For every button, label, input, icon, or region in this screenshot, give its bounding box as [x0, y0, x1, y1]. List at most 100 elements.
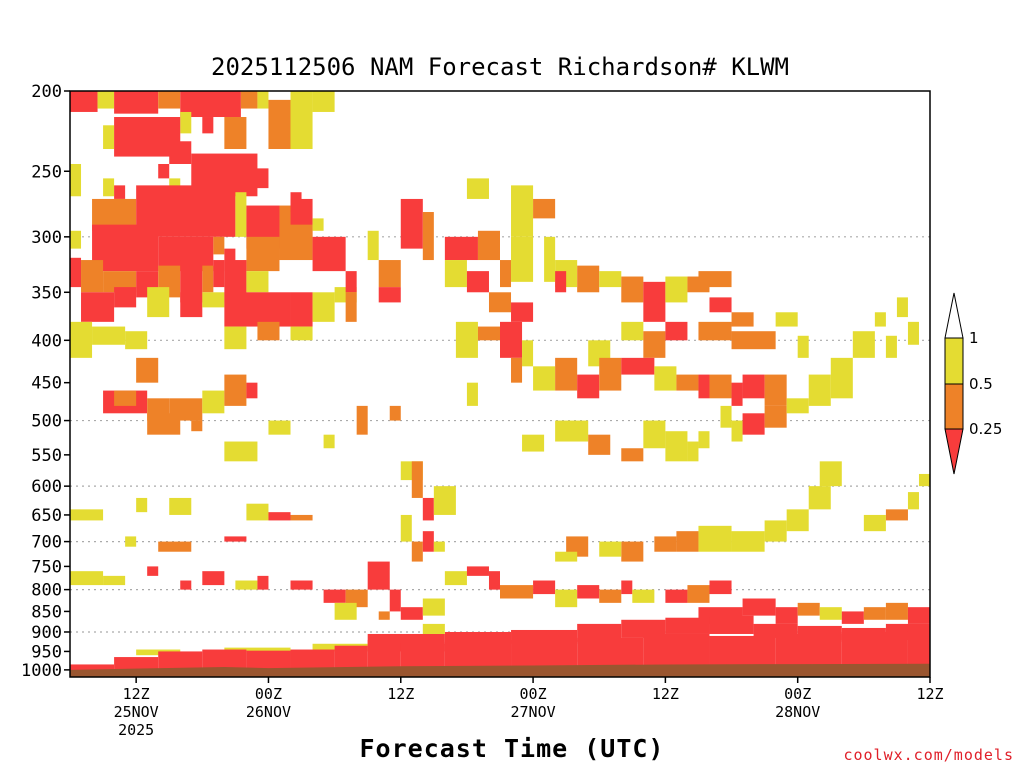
site-credit: coolwx.com/models	[843, 746, 1014, 764]
ri-cell	[907, 321, 919, 345]
ri-cell	[698, 525, 732, 552]
ri-cell	[863, 607, 886, 620]
ri-cell	[268, 420, 291, 435]
ri-cell	[555, 589, 578, 608]
ri-cell	[290, 326, 313, 341]
ri-cell	[643, 331, 666, 358]
legend-tip-top	[944, 292, 964, 339]
ri-cell	[731, 382, 743, 406]
x-tick-label: 28NOV	[775, 703, 820, 721]
x-tick-label: 26NOV	[246, 703, 291, 721]
y-tick-label-200: 200	[31, 82, 62, 102]
ri-cell	[389, 405, 401, 421]
x-tick-label: 00Z	[784, 685, 811, 703]
ri-cell	[852, 331, 875, 358]
ri-cell	[279, 224, 313, 261]
ri-cell	[290, 292, 313, 327]
ri-cell	[775, 312, 798, 327]
y-tick-label-500: 500	[31, 412, 62, 432]
ri-cell	[147, 413, 181, 435]
ri-cell	[114, 91, 159, 114]
ri-cell	[158, 91, 181, 109]
ri-cell	[136, 497, 148, 513]
y-tick-label-1000: 1000	[21, 661, 62, 681]
ri-cell	[444, 571, 467, 586]
ri-cell	[731, 531, 765, 552]
y-tick-label-400: 400	[31, 331, 62, 351]
ri-cell	[698, 271, 732, 288]
ri-cell	[202, 571, 225, 586]
ri-cell	[488, 292, 512, 313]
ri-cell	[97, 91, 115, 109]
x-axis-label: Forecast Time (UTC)	[360, 734, 665, 763]
ri-cell	[202, 265, 214, 293]
ri-cell	[621, 580, 633, 595]
x-tick-label: 00Z	[520, 685, 547, 703]
ri-cell	[952, 607, 974, 624]
ri-cell	[885, 335, 897, 358]
ri-cell	[103, 125, 115, 150]
ri-cell	[334, 602, 357, 620]
ri-cell	[235, 580, 258, 590]
richardson-cells	[70, 91, 974, 677]
ri-cell	[224, 117, 247, 150]
ri-cell	[599, 541, 622, 557]
legend-label: 0.25	[969, 420, 1002, 438]
ri-cell	[500, 585, 534, 599]
ri-cell	[676, 374, 699, 391]
ri-cell	[555, 357, 578, 391]
ri-cell	[665, 431, 688, 462]
y-tick-label-800: 800	[31, 581, 62, 601]
ri-cell	[246, 503, 269, 521]
ri-cell	[70, 91, 98, 112]
ri-cell	[81, 292, 115, 322]
ri-cell	[599, 271, 622, 288]
chart-title: 2025112506 NAM Forecast Richardson# KLWM	[211, 53, 789, 81]
ri-cell	[533, 366, 556, 391]
y-tick-label-700: 700	[31, 533, 62, 553]
ri-cell	[147, 287, 170, 318]
ri-cell	[444, 236, 478, 261]
ri-cell	[797, 602, 820, 616]
ri-cell	[687, 441, 699, 462]
ri-cell	[731, 420, 743, 442]
y-tick-label-950: 950	[31, 642, 62, 662]
ri-cell	[709, 374, 732, 399]
ri-cell	[312, 292, 335, 322]
ri-cell	[125, 331, 148, 350]
ri-cell	[224, 260, 247, 303]
ri-cell	[180, 580, 192, 590]
x-tick-label: 12Z	[123, 685, 150, 703]
ri-cell	[720, 405, 732, 428]
ri-cell	[654, 536, 677, 552]
ri-cell	[466, 382, 478, 406]
ri-cell	[665, 617, 710, 634]
ri-cell	[70, 321, 93, 358]
ri-cell	[180, 292, 203, 318]
ri-cell	[356, 405, 368, 435]
ri-cell	[367, 230, 379, 261]
ri-cell	[433, 486, 456, 515]
ri-cell	[224, 326, 247, 350]
ri-cell	[698, 321, 732, 341]
ri-cell	[621, 357, 655, 375]
ri-cell	[312, 91, 335, 112]
ri-cell	[246, 236, 280, 272]
ri-cell	[411, 461, 423, 498]
ri-cell	[224, 374, 247, 406]
ri-cell	[533, 198, 556, 219]
ri-cell	[775, 607, 798, 624]
ri-cell	[654, 366, 677, 391]
ri-cell	[323, 589, 346, 603]
ri-cell	[522, 434, 545, 452]
y-tick-label-600: 600	[31, 477, 62, 497]
ri-cell	[533, 580, 556, 595]
ri-cell	[345, 271, 357, 293]
plot-frame	[69, 90, 931, 678]
ri-cell	[511, 236, 534, 282]
ri-cell	[224, 248, 236, 272]
ri-cell	[621, 448, 644, 462]
ri-cell	[70, 163, 82, 197]
ri-cell	[577, 585, 600, 599]
